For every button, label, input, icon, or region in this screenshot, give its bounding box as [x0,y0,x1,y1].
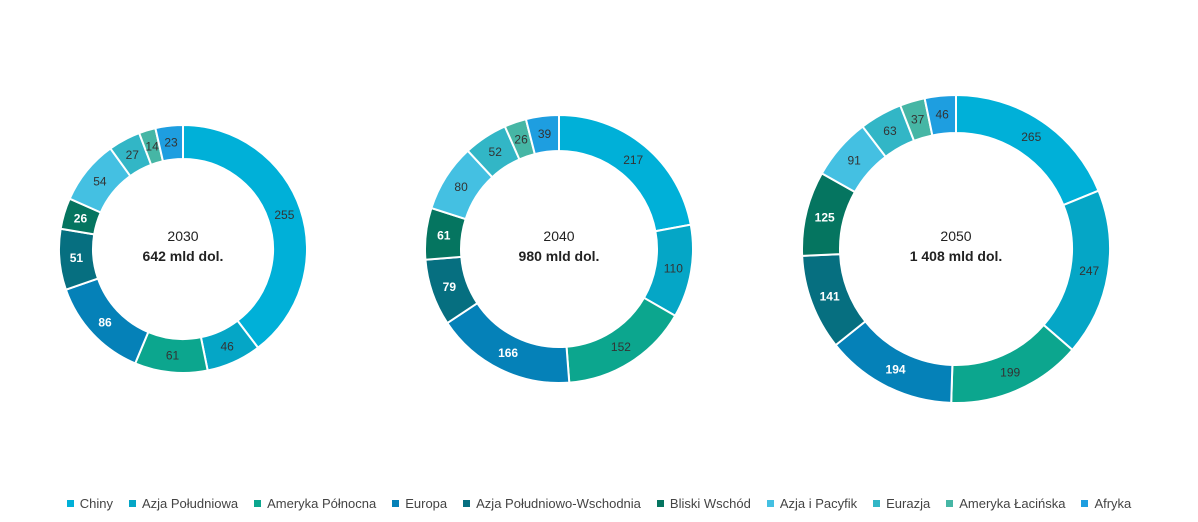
donut-segment [923,93,957,137]
legend-swatch [873,500,881,507]
legend-label: Eurazja [886,496,931,511]
donut-segment [524,113,560,156]
segment-value-label: 14 [145,140,159,154]
legend-item: Azja i Pacyfik [766,496,858,511]
segment-value-label: 52 [489,145,503,159]
legend-swatch [463,500,471,507]
segment-value-label: 61 [166,348,180,362]
center-year-label: 2030 [167,228,198,244]
legend-item: Ameryka Łacińska [946,496,1065,511]
segment-value-label: 46 [220,339,234,353]
legend-item: Afryka [1081,496,1131,511]
segment-value-label: 217 [623,153,643,167]
legend-swatch [392,500,400,507]
donut-segment [950,323,1074,404]
legend-item: Europa [392,496,447,511]
segment-value-label: 265 [1021,130,1041,144]
legend-label: Azja i Pacyfik [779,496,858,511]
segment-value-label: 247 [1079,264,1099,278]
legend-swatch [1081,500,1089,507]
legend-swatch [946,500,954,507]
segment-value-label: 80 [454,180,468,194]
donut-2030: 255 46 61 86 51 26 54 27 14 23 2030 642 mld dol. [58,123,308,374]
donut-2040: 217 110 152 166 79 61 80 52 26 39 2040 980 mld dol. [424,113,694,384]
segment-value-label: 37 [911,113,925,127]
donut-segment [445,301,571,384]
legend-label: Afryka [1094,496,1132,511]
legend-label: Ameryka Łacińska [959,496,1066,511]
segment-value-label: 46 [935,108,949,122]
segment-value-label: 61 [437,229,451,243]
segment-value-label: 152 [611,340,631,354]
legend-label: Bliski Wschód [669,496,751,511]
legend-swatch [66,500,74,507]
legend-swatch [766,500,774,507]
donut-segment [182,123,308,350]
legend-item: Chiny [66,496,113,511]
segment-value-label: 54 [93,175,107,189]
legend-item: Bliski Wschód [656,496,751,511]
legend-swatch [128,500,136,507]
segment-value-label: 51 [70,251,84,265]
segment-value-label: 194 [886,363,906,377]
segment-value-label: 27 [126,148,140,162]
legend-label: Chiny [79,496,113,511]
donut-segment [558,113,692,233]
segment-value-label: 79 [443,280,457,294]
center-year-label: 2050 [940,228,971,244]
segment-value-label: 141 [820,289,840,303]
center-total-label: 642 mld dol. [143,248,224,264]
legend-swatch [656,500,664,507]
legend-label: Azja Południowa [141,496,239,511]
legend-item: Azja Południowo-Wschodnia [463,496,641,511]
segment-value-label: 26 [74,211,88,225]
center-total-label: 1 408 mld dol. [910,248,1003,264]
segment-value-label: 199 [1000,366,1020,380]
segment-value-label: 86 [98,315,112,329]
segment-value-label: 23 [164,136,178,150]
segment-value-label: 63 [883,124,897,138]
legend-item: Azja Południowa [128,496,239,511]
center-total-label: 980 mld dol. [519,248,600,264]
segment-value-label: 91 [847,153,861,167]
legend-label: Europa [405,496,448,511]
donut-charts: 255 46 61 86 51 26 54 27 14 23 2030 642 mld dol. 217… [58,93,1112,404]
donut-segment [154,123,184,163]
legend-label: Azja Południowo-Wschodnia [476,496,641,511]
segment-value-label: 39 [538,127,552,141]
donut-2050: 265 247 199 194 141 125 91 63 37 46 2050 1 408 mld … [801,93,1112,404]
center-year-label: 2040 [543,228,574,244]
segment-value-label: 110 [664,262,683,276]
legend-item: Ameryka Północna [254,496,376,511]
legend-swatch [254,500,262,507]
donut-segment [1042,189,1112,352]
segment-value-label: 26 [514,132,528,146]
segment-value-label: 255 [274,208,294,222]
segment-value-label: 125 [815,211,835,225]
segment-value-label: 166 [498,346,518,360]
legend-label: Ameryka Północna [267,496,377,511]
legend: Chiny Azja Południowa Ameryka Północna E… [0,496,1198,511]
donut-segment [955,93,1100,207]
legend-item: Eurazja [873,496,930,511]
